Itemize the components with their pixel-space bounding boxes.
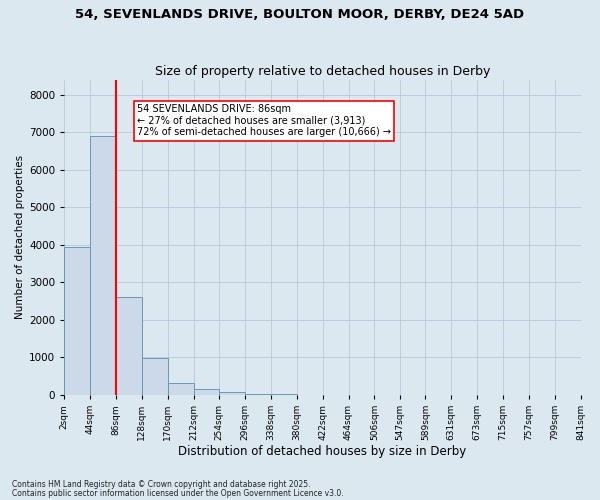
Bar: [220, 392, 245, 395]
Text: 54 SEVENLANDS DRIVE: 86sqm
← 27% of detached houses are smaller (3,913)
72% of s: 54 SEVENLANDS DRIVE: 86sqm ← 27% of deta…: [137, 104, 391, 138]
Bar: [90, 136, 116, 395]
Text: Contains public sector information licensed under the Open Government Licence v3: Contains public sector information licen…: [12, 489, 344, 498]
Bar: [167, 383, 194, 395]
Y-axis label: Number of detached properties: Number of detached properties: [15, 155, 25, 320]
Bar: [116, 298, 142, 395]
Text: 54, SEVENLANDS DRIVE, BOULTON MOOR, DERBY, DE24 5AD: 54, SEVENLANDS DRIVE, BOULTON MOOR, DERB…: [76, 8, 524, 20]
Bar: [64, 246, 90, 395]
X-axis label: Distribution of detached houses by size in Derby: Distribution of detached houses by size …: [178, 444, 467, 458]
Bar: [194, 390, 220, 395]
Bar: [245, 394, 271, 395]
Text: Contains HM Land Registry data © Crown copyright and database right 2025.: Contains HM Land Registry data © Crown c…: [12, 480, 311, 489]
Bar: [142, 358, 167, 395]
Title: Size of property relative to detached houses in Derby: Size of property relative to detached ho…: [155, 66, 490, 78]
